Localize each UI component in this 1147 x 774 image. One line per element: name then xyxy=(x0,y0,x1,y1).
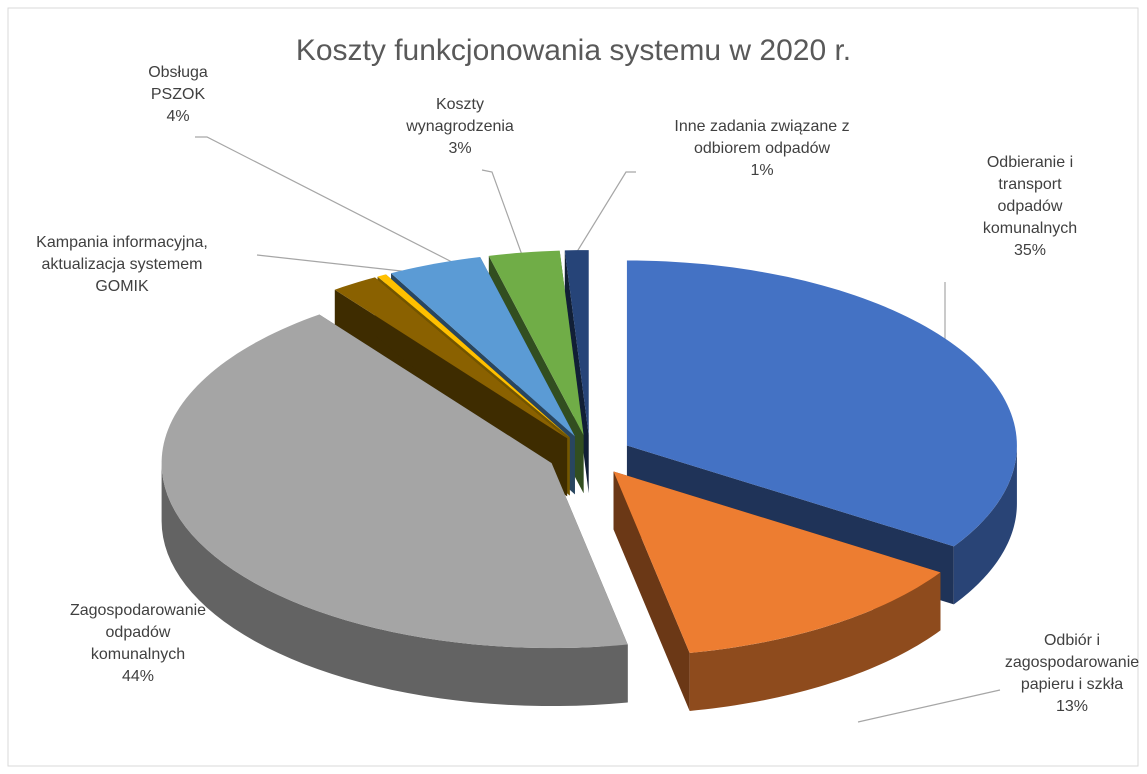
leader-line xyxy=(256,254,411,273)
leader-line xyxy=(481,169,523,256)
leader-lines xyxy=(195,136,1001,723)
leader-line xyxy=(857,689,1001,723)
slice xyxy=(391,256,575,437)
slice-wall xyxy=(161,463,628,707)
leader-line xyxy=(195,136,453,263)
slice-name: Obsługa PSZOK xyxy=(148,64,208,103)
slice-wall xyxy=(689,572,941,711)
slice xyxy=(488,250,584,436)
leader-line xyxy=(574,171,636,256)
slice-value: 44% xyxy=(121,668,155,685)
slice xyxy=(377,274,570,438)
slice-value: 13% xyxy=(1055,698,1089,715)
slice-name: Odbiór i zagospodarowanie papieru i szkł… xyxy=(1004,632,1140,693)
slice-value: 1% xyxy=(750,162,774,179)
slice-name: Kampania informacyjna, aktualizacja syst… xyxy=(36,234,208,295)
slice xyxy=(626,260,1017,547)
data-label: Odbiór i zagospodarowanie papieru i szkł… xyxy=(992,630,1147,718)
data-label: Inne zadania związane z odbiorem odpadów… xyxy=(657,116,867,182)
slice-name: Koszty wynagrodzenia xyxy=(406,96,514,135)
slice-group xyxy=(613,471,941,711)
data-label: Zagospodarowanie odpadów komunalnych 44% xyxy=(58,600,218,688)
data-label: Kampania informacyjna, aktualizacja syst… xyxy=(17,232,227,298)
slice-side xyxy=(613,471,690,711)
data-label: Koszty wynagrodzenia 3% xyxy=(400,94,520,160)
slice-group xyxy=(161,314,628,707)
slice-value: 3% xyxy=(448,140,472,157)
slice-value: 35% xyxy=(1013,242,1047,259)
chart-border xyxy=(7,7,1139,767)
slice xyxy=(613,471,941,653)
slice-name: Inne zadania związane z odbiorem odpadów xyxy=(674,118,850,157)
slice xyxy=(564,250,589,436)
slice-name: Odbieranie i transport odpadów komunalny… xyxy=(982,154,1078,237)
slice-value: 4% xyxy=(166,108,190,125)
slice-wall xyxy=(953,445,1017,605)
chart-title: Koszty funkcjonowania systemu w 2020 r. xyxy=(295,34,852,67)
data-label: Obsługa PSZOK 4% xyxy=(138,62,218,128)
slice xyxy=(334,277,568,439)
data-label: Odbieranie i transport odpadów komunalny… xyxy=(970,152,1090,262)
slice-name: Zagospodarowanie odpadów komunalnych xyxy=(69,602,207,663)
slice xyxy=(161,314,628,649)
